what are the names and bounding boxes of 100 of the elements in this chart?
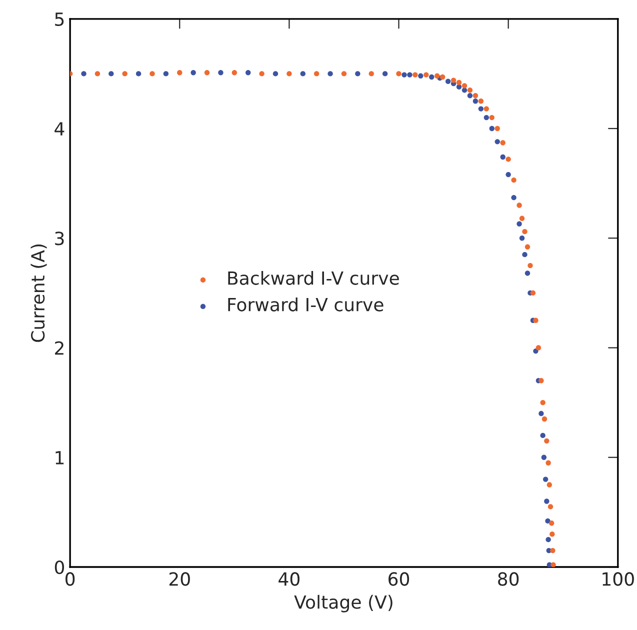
point [544, 498, 550, 504]
point [545, 518, 550, 524]
point [516, 221, 522, 226]
point [541, 454, 547, 460]
point [382, 71, 388, 76]
point [522, 252, 528, 258]
point [511, 194, 516, 200]
point [546, 536, 551, 542]
point [519, 236, 525, 241]
point [548, 504, 554, 510]
legend-label: Backward I-V curve [228, 270, 399, 285]
point [368, 71, 374, 76]
point [108, 71, 114, 76]
point [355, 71, 360, 76]
x-tick-label: 60 [388, 572, 410, 586]
point [445, 78, 451, 84]
point [494, 126, 500, 132]
point [494, 139, 500, 144]
point [300, 71, 306, 76]
point [478, 106, 484, 112]
point [204, 70, 210, 76]
point [550, 532, 555, 537]
point [94, 71, 100, 76]
point [549, 520, 554, 526]
point [489, 126, 494, 132]
x-axis-title: Voltage (V) [294, 594, 392, 612]
point [550, 562, 556, 567]
point [402, 72, 407, 78]
point [524, 270, 530, 276]
point [472, 98, 478, 104]
point [467, 88, 473, 93]
y-tick-label: 4 [54, 122, 64, 136]
point [328, 71, 333, 76]
point [538, 410, 544, 416]
point [544, 438, 550, 444]
point [530, 290, 536, 296]
point [462, 83, 468, 88]
legend-label: Forward I-V curve [228, 297, 384, 312]
point [546, 482, 552, 488]
point [546, 460, 551, 466]
point [177, 70, 182, 76]
point [484, 114, 490, 120]
point [122, 71, 128, 76]
point [450, 78, 456, 83]
point [341, 71, 347, 76]
point [506, 172, 511, 178]
x-tick-label: 0 [66, 572, 75, 586]
point [232, 70, 238, 76]
point [506, 156, 511, 162]
point [522, 228, 528, 234]
x-tick-label: 100 [602, 572, 634, 586]
y-tick-label: 0 [54, 560, 64, 574]
point [472, 93, 478, 98]
point [424, 72, 429, 78]
y-axis-title: Current (A) [30, 244, 47, 342]
point [429, 74, 434, 80]
point [533, 318, 538, 323]
point [272, 71, 278, 76]
point [524, 244, 530, 250]
y-tick-label: 1 [56, 451, 64, 464]
point [163, 71, 169, 76]
point [519, 216, 525, 222]
point [314, 71, 320, 76]
point [218, 70, 224, 76]
point [246, 70, 251, 76]
x-tick-label: 80 [498, 572, 519, 586]
point [478, 98, 484, 104]
point [440, 74, 446, 80]
point [500, 140, 506, 146]
point [136, 71, 142, 76]
point [536, 345, 542, 350]
point [259, 71, 264, 76]
x-tick-label: 20 [169, 572, 190, 586]
point [500, 154, 506, 160]
point [484, 106, 490, 112]
y-tick-label: 5 [55, 12, 64, 26]
point [396, 71, 402, 76]
y-tick-label: 2 [55, 341, 64, 355]
y-tick-label: 3 [55, 232, 64, 246]
point [540, 432, 546, 438]
x-tick-label: 40 [278, 572, 300, 586]
point [511, 177, 516, 183]
point [489, 114, 494, 120]
point [462, 88, 468, 93]
point [150, 71, 155, 76]
point [528, 262, 533, 268]
point [467, 93, 473, 98]
point [542, 476, 548, 482]
point [542, 416, 548, 422]
point [434, 73, 440, 78]
point [418, 73, 424, 78]
point [286, 71, 292, 76]
point [81, 71, 86, 76]
point [516, 202, 522, 208]
point [538, 378, 544, 384]
point [407, 72, 412, 78]
point [190, 70, 196, 76]
point [540, 400, 546, 406]
point [550, 548, 556, 554]
point [456, 80, 462, 86]
